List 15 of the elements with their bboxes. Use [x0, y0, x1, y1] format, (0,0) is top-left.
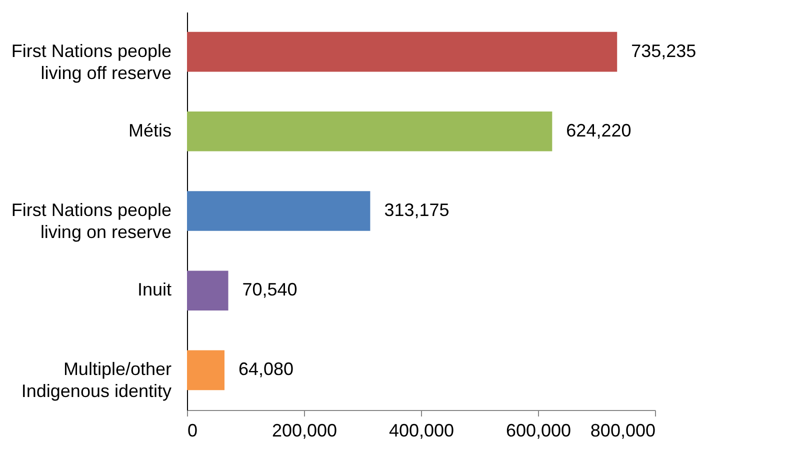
data-label: 70,540 — [242, 280, 298, 300]
x-tick-label: 600,000 — [506, 420, 572, 440]
y-tick-label: Multiple/other Indigenous identity — [21, 359, 172, 402]
x-tick-label: 200,000 — [272, 420, 338, 440]
y-tick-label: First Nations people living on reserve — [11, 200, 172, 242]
data-label: 624,220 — [566, 120, 632, 140]
data-label: 735,235 — [631, 40, 696, 61]
y-tick-label: First Nations people living off reserve — [11, 40, 172, 83]
data-label: 313,175 — [384, 200, 450, 220]
y-tick-label: Métis — [128, 120, 172, 140]
y-tick-label: Inuit — [137, 280, 172, 300]
x-tick-label: 800,000 — [590, 420, 656, 440]
x-tick-label: 400,000 — [388, 420, 454, 440]
data-label: 64,080 — [238, 359, 294, 380]
x-tick-label: 0 — [188, 420, 198, 440]
